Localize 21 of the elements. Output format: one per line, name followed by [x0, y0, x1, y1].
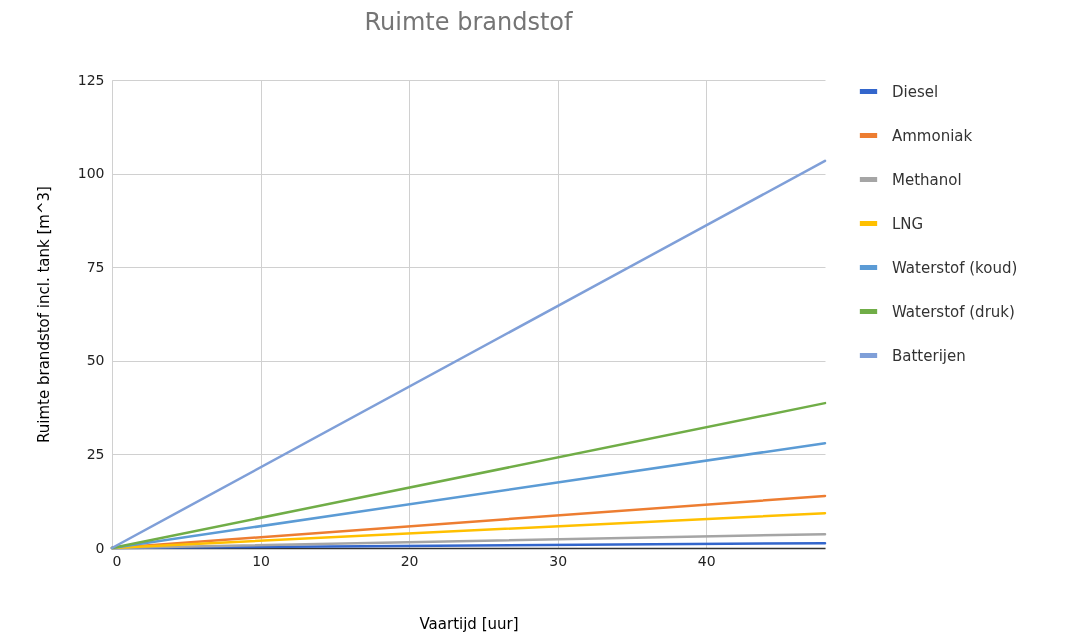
chart-title: Ruimte brandstof [364, 8, 574, 36]
y-tick-label: 0 [95, 539, 105, 556]
x-tick-label: 10 [252, 552, 270, 569]
legend-label: LNG [892, 214, 924, 233]
legend-label: Diesel [892, 82, 939, 101]
y-tick-label: 50 [86, 352, 105, 369]
x-tick-label: 0 [112, 552, 122, 569]
legend-label: Waterstof (koud) [892, 258, 1018, 277]
legend-label: Waterstof (druk) [892, 302, 1015, 321]
legend-label: Methanol [892, 170, 962, 189]
x-tick-label: 20 [400, 552, 419, 569]
x-tick-label: 30 [549, 552, 568, 569]
x-tick-label: 40 [697, 552, 716, 569]
y-tick-label: 100 [77, 165, 105, 182]
legend-label: Batterijen [892, 346, 966, 365]
x-axis-title: Vaartijd [uur] [419, 614, 519, 633]
y-tick-label: 125 [77, 71, 105, 88]
y-axis-title: Ruimte brandstof incl. tank [m^3] [34, 186, 53, 443]
y-tick-label: 75 [86, 258, 105, 275]
legend-label: Ammoniak [892, 126, 973, 145]
y-tick-label: 25 [86, 445, 105, 462]
